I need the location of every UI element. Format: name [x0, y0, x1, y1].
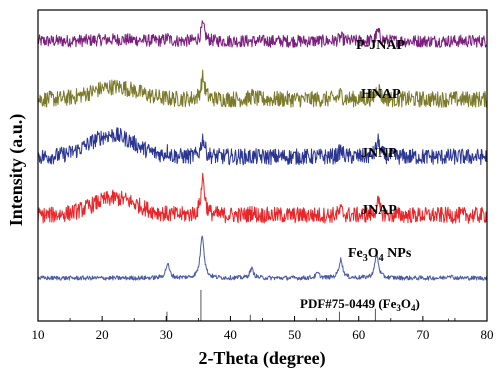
x-tick-label-10: 10 — [32, 327, 45, 342]
series-line-p-jnap — [37, 20, 488, 48]
series-label-jnap: JNAP — [361, 203, 397, 218]
x-tick-label-70: 70 — [416, 327, 429, 342]
x-tick-label-30: 30 — [160, 327, 173, 342]
series-line-jnap — [37, 172, 488, 224]
series-line-hnap — [37, 69, 488, 108]
x-axis-ticks — [37, 316, 488, 321]
x-axis-tick-labels: 10 20 30 40 50 60 70 80 — [32, 327, 494, 342]
series-label-p-jnap: P-JNAP — [356, 38, 405, 53]
series-line-jnnp — [37, 127, 488, 166]
x-tick-label-80: 80 — [481, 327, 494, 342]
series-group — [37, 20, 488, 281]
reference-lines — [166, 289, 450, 321]
y-axis-title: Intensity (a.u.) — [6, 114, 27, 227]
reference-label: PDF#75-0449 (Fe3O4) — [300, 296, 420, 313]
x-tick-label-50: 50 — [288, 327, 301, 342]
series-label-hnap: HNAP — [361, 87, 401, 102]
plot-frame — [37, 9, 488, 322]
x-tick-label-20: 20 — [96, 327, 109, 342]
x-axis-title: 2-Theta (degree) — [198, 348, 325, 369]
series-label-jnnp: JNNP — [361, 146, 397, 161]
series-line-fe3o4-nps — [37, 235, 488, 281]
x-tick-label-60: 60 — [352, 327, 365, 342]
x-tick-label-40: 40 — [224, 327, 237, 342]
series-label-fe3o4-nps: Fe3O4 NPs — [348, 246, 412, 264]
